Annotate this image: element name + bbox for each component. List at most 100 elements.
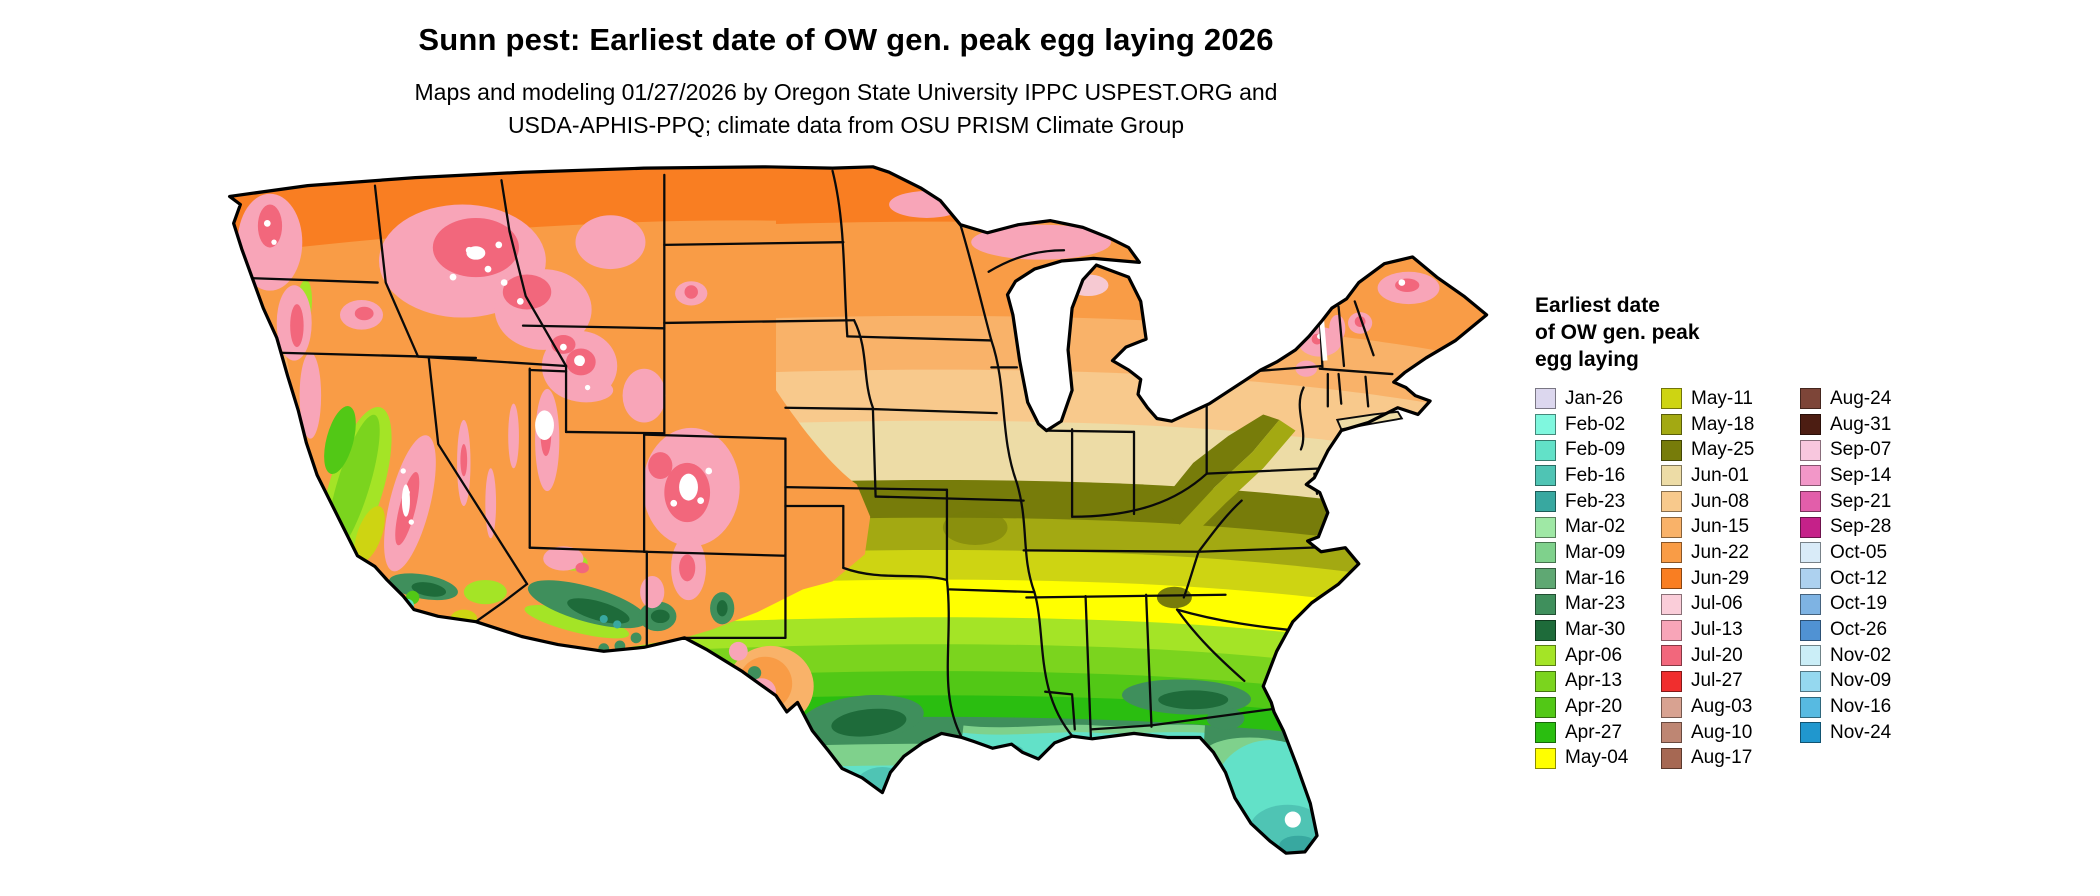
legend-swatch	[1800, 465, 1821, 487]
legend-label: Apr-20	[1565, 696, 1623, 718]
legend-item: Mar-23	[1535, 592, 1661, 618]
legend-item: May-25	[1661, 437, 1800, 463]
legend-swatch	[1661, 491, 1682, 513]
map-subtitle: Maps and modeling 01/27/2026 by Oregon S…	[0, 76, 1692, 142]
us-outline	[227, 165, 1489, 855]
legend-item: Jan-26	[1535, 386, 1661, 412]
legend-swatch	[1535, 593, 1556, 615]
legend-item: May-18	[1661, 412, 1800, 438]
legend-label: Jul-20	[1691, 644, 1743, 666]
legend-swatch	[1661, 593, 1682, 615]
legend-item: Aug-10	[1661, 720, 1800, 746]
legend-item: Apr-27	[1535, 720, 1661, 746]
legend-label: Jun-01	[1691, 464, 1750, 486]
legend-label: Aug-24	[1830, 387, 1892, 409]
legend-column-3: Aug-24 Aug-31 Sep-07 Sep-14 Sep-21 Sep-28 Oct-…	[1800, 386, 1950, 771]
us-map-svg	[227, 165, 1489, 855]
legend-title-line-3: egg laying	[1535, 348, 1639, 371]
legend-item: May-04	[1535, 746, 1661, 772]
legend-column-1: Jan-26 Feb-02 Feb-09 Feb-16 Feb-23 Mar-02 Mar-…	[1535, 386, 1661, 771]
legend-label: Feb-16	[1565, 464, 1626, 486]
legend-item: Nov-02	[1800, 643, 1950, 669]
legend-label: Mar-16	[1565, 567, 1626, 589]
legend-label: Sep-28	[1830, 516, 1892, 538]
legend-item: Jun-01	[1661, 463, 1800, 489]
subtitle-line-2: USDA-APHIS-PPQ; climate data from OSU PR…	[507, 112, 1185, 138]
legend-label: Mar-23	[1565, 593, 1626, 615]
legend-item: Aug-03	[1661, 694, 1800, 720]
legend-swatch	[1661, 696, 1682, 718]
legend-label: Apr-13	[1565, 670, 1623, 692]
legend-item: Nov-24	[1800, 720, 1950, 746]
legend-swatch	[1661, 388, 1682, 410]
legend-item: Jul-27	[1661, 669, 1800, 695]
legend-label: Aug-10	[1691, 721, 1753, 743]
legend-label: Jul-06	[1691, 593, 1743, 615]
legend-swatch	[1535, 670, 1556, 692]
legend-item: Feb-16	[1535, 463, 1661, 489]
legend-label: Oct-12	[1830, 567, 1888, 589]
legend-label: Mar-30	[1565, 619, 1626, 641]
map-raster	[229, 166, 1487, 854]
legend-swatch	[1535, 645, 1556, 667]
legend-label: Sep-07	[1830, 439, 1892, 461]
legend-item: Nov-09	[1800, 669, 1950, 695]
legend-item: Jul-20	[1661, 643, 1800, 669]
legend-item: Jun-29	[1661, 566, 1800, 592]
legend-swatch	[1535, 568, 1556, 590]
legend-swatch	[1800, 593, 1821, 615]
legend-swatch	[1661, 465, 1682, 487]
legend-item: Nov-16	[1800, 694, 1950, 720]
legend-swatch	[1800, 696, 1821, 718]
legend-label: Apr-06	[1565, 644, 1623, 666]
legend-swatch	[1800, 542, 1821, 564]
legend-swatch	[1661, 722, 1682, 744]
legend-label: May-11	[1691, 387, 1753, 409]
legend-item: Mar-16	[1535, 566, 1661, 592]
legend-swatch	[1535, 722, 1556, 744]
legend-swatch	[1535, 696, 1556, 718]
legend-item: Jul-13	[1661, 617, 1800, 643]
map-legend: Earliest date of OW gen. peak egg laying…	[1535, 292, 2095, 769]
legend-swatch	[1661, 414, 1682, 436]
legend-swatch	[1661, 439, 1682, 461]
legend-swatch	[1800, 670, 1821, 692]
legend-item: Apr-13	[1535, 669, 1661, 695]
legend-label: Jan-26	[1565, 387, 1624, 409]
legend-label: Nov-02	[1830, 644, 1892, 666]
legend-label: May-18	[1691, 413, 1755, 435]
legend-label: May-04	[1565, 747, 1629, 769]
legend-item: Apr-06	[1535, 643, 1661, 669]
legend-item: Aug-31	[1800, 412, 1950, 438]
legend-swatch	[1800, 568, 1821, 590]
legend-swatch	[1535, 465, 1556, 487]
legend-item: Jun-08	[1661, 489, 1800, 515]
legend-label: Aug-03	[1691, 696, 1753, 718]
legend-label: Jul-13	[1691, 619, 1743, 641]
legend-item: Oct-05	[1800, 540, 1950, 566]
legend-item: Feb-09	[1535, 437, 1661, 463]
legend-label: Jun-15	[1691, 516, 1750, 538]
legend-label: Aug-17	[1691, 747, 1753, 769]
legend-label: Sep-14	[1830, 464, 1892, 486]
legend-swatch	[1661, 619, 1682, 641]
legend-item: Feb-02	[1535, 412, 1661, 438]
legend-item: Jun-22	[1661, 540, 1800, 566]
legend-label: Feb-09	[1565, 439, 1626, 461]
legend-swatch	[1661, 645, 1682, 667]
legend-label: Sep-21	[1830, 490, 1892, 512]
legend-label: Nov-09	[1830, 670, 1892, 692]
legend-item: Sep-14	[1800, 463, 1950, 489]
legend-item: Mar-30	[1535, 617, 1661, 643]
legend-label: Feb-23	[1565, 490, 1626, 512]
legend-swatch	[1661, 568, 1682, 590]
legend-item: Mar-02	[1535, 514, 1661, 540]
legend-swatch	[1535, 516, 1556, 538]
legend-swatch	[1800, 439, 1821, 461]
legend-swatch	[1800, 516, 1821, 538]
legend-label: Nov-24	[1830, 721, 1892, 743]
legend-item: Jun-15	[1661, 514, 1800, 540]
legend-item: Feb-23	[1535, 489, 1661, 515]
legend-label: Jun-29	[1691, 567, 1750, 589]
